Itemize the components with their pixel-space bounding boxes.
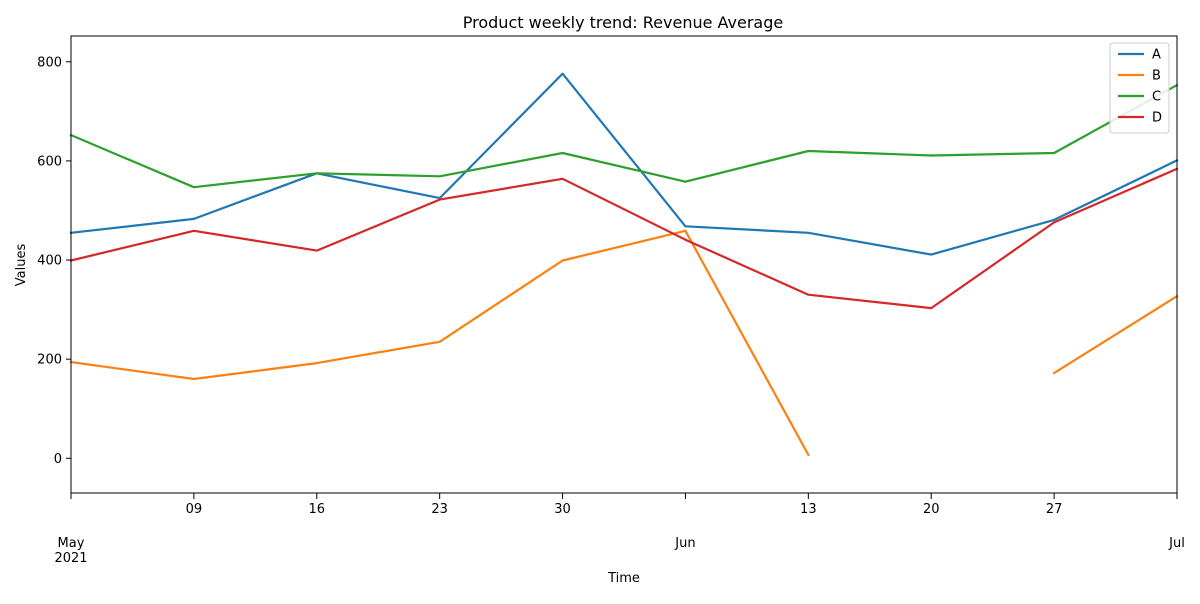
- legend-label-b: B: [1152, 69, 1161, 84]
- y-tick-label: 400: [37, 254, 62, 269]
- x-tick-label: 09: [186, 502, 203, 517]
- series-line-b-segment-1: [69, 229, 810, 457]
- series-line-b-segment-2: [1052, 294, 1179, 375]
- y-tick-label: 800: [37, 55, 62, 70]
- x-tick-label: Jun: [674, 536, 695, 551]
- x-axis-label: Time: [607, 571, 640, 586]
- legend-label-a: A: [1152, 48, 1161, 63]
- y-axis-label: Values: [14, 244, 29, 287]
- x-tick-label: 16: [309, 502, 326, 517]
- y-tick-label: 600: [37, 154, 62, 169]
- y-axis: 0 200 400 600 800: [37, 55, 71, 467]
- y-tick-label: 0: [54, 452, 62, 467]
- legend-label-d: D: [1152, 111, 1162, 126]
- chart-title: Product weekly trend: Revenue Average: [463, 13, 783, 32]
- axes-frame: [70, 35, 1178, 494]
- x-tick-label: 20: [923, 502, 940, 517]
- legend-label-c: C: [1152, 90, 1161, 105]
- x-tick-label: May: [58, 536, 85, 551]
- plot-area: [69, 72, 1179, 457]
- x-tick-label: 30: [554, 502, 571, 517]
- series-line-a-segment-1: [69, 72, 1179, 256]
- legend-box: [1109, 42, 1170, 134]
- x-tick-label: 13: [800, 502, 817, 517]
- series-line-c-segment-1: [69, 83, 1179, 189]
- x-tick-year-label: 2021: [54, 551, 87, 566]
- x-tick-label: Jul: [1168, 536, 1185, 551]
- x-tick-label: 23: [431, 502, 448, 517]
- series-line-d-segment-1: [69, 167, 1179, 310]
- x-tick-label: 27: [1046, 502, 1063, 517]
- y-tick-label: 200: [37, 353, 62, 368]
